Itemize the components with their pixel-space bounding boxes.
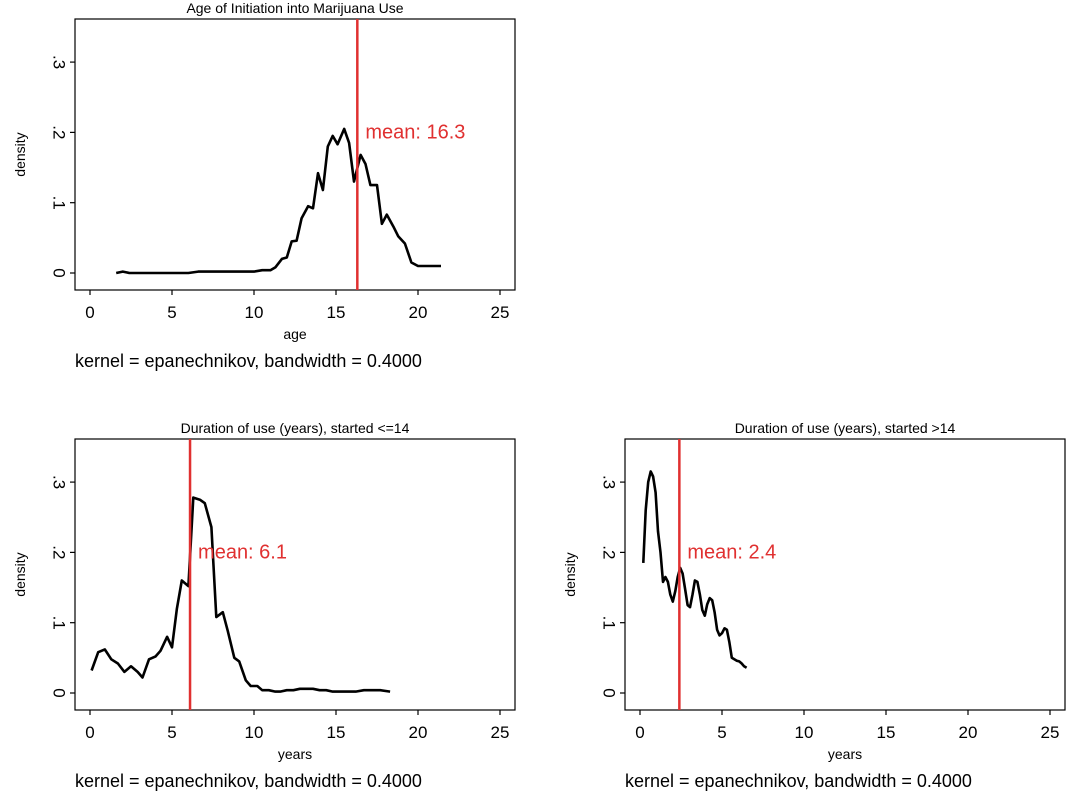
x-axis-label: years xyxy=(278,746,312,762)
y-tick-label: 0 xyxy=(600,688,619,697)
density-line xyxy=(115,127,441,275)
x-tick-label: 0 xyxy=(635,723,644,742)
x-tick-label: 10 xyxy=(245,303,264,322)
kernel-note: kernel = epanechnikov, bandwidth = 0.400… xyxy=(75,351,422,371)
y-tick-label: .2 xyxy=(600,545,619,559)
x-tick-label: 25 xyxy=(491,723,510,742)
mean-label: mean: 2.4 xyxy=(687,541,776,563)
chart-panel: Age of Initiation into Marijuana Use .3 .2… xyxy=(12,0,516,371)
y-tick-label: .3 xyxy=(50,475,69,489)
plot-frame xyxy=(74,438,516,711)
y-tick-label: .3 xyxy=(50,55,69,69)
chart-panel: Duration of use (years), started <=14 .3.… xyxy=(12,420,516,791)
x-tick-label: 20 xyxy=(959,723,978,742)
mean-label: mean: 16.3 xyxy=(365,121,465,143)
plot-frame xyxy=(74,18,516,291)
y-tick-label: .1 xyxy=(600,616,619,630)
y-tick-label: .2 xyxy=(50,545,69,559)
y-tick-label: .3 xyxy=(600,475,619,489)
chart-title: Duration of use (years), started >14 xyxy=(735,420,956,436)
x-tick-label: 0 xyxy=(85,303,94,322)
y-axis-label: density xyxy=(12,132,28,176)
x-tick-label: 0 xyxy=(85,723,94,742)
x-axis-label: age xyxy=(283,326,307,342)
density-line xyxy=(90,496,391,693)
chart-panel: Duration of use (years), started >14 .3 .2… xyxy=(562,420,1066,791)
y-tick-label: .2 xyxy=(50,125,69,139)
x-tick-label: 20 xyxy=(409,303,428,322)
x-tick-label: 25 xyxy=(491,303,510,322)
x-tick-label: 5 xyxy=(167,723,176,742)
y-axis-label: density xyxy=(562,552,578,596)
chart-title: Duration of use (years), started <=14 xyxy=(181,420,410,436)
y-tick-label: .1 xyxy=(50,196,69,210)
density-line xyxy=(642,470,748,669)
kernel-note: kernel = epanechnikov, bandwidth = 0.400… xyxy=(75,771,422,791)
kernel-note: kernel = epanechnikov, bandwidth = 0.400… xyxy=(625,771,972,791)
mean-label: mean: 6.1 xyxy=(198,541,287,563)
x-tick-label: 15 xyxy=(877,723,896,742)
x-tick-label: 5 xyxy=(717,723,726,742)
y-tick-label: .1 xyxy=(50,616,69,630)
x-tick-label: 15 xyxy=(327,723,346,742)
y-tick-label: 0 xyxy=(50,688,69,697)
plot-frame xyxy=(624,438,1066,711)
x-tick-label: 25 xyxy=(1041,723,1060,742)
chart-title: Age of Initiation into Marijuana Use xyxy=(186,0,403,16)
x-tick-label: 5 xyxy=(167,303,176,322)
y-tick-label: 0 xyxy=(50,268,69,277)
x-tick-label: 15 xyxy=(327,303,346,322)
x-tick-label: 20 xyxy=(409,723,428,742)
x-tick-label: 10 xyxy=(795,723,814,742)
x-axis-label: years xyxy=(828,746,862,762)
y-axis-label: density xyxy=(12,552,28,596)
x-tick-label: 10 xyxy=(245,723,264,742)
